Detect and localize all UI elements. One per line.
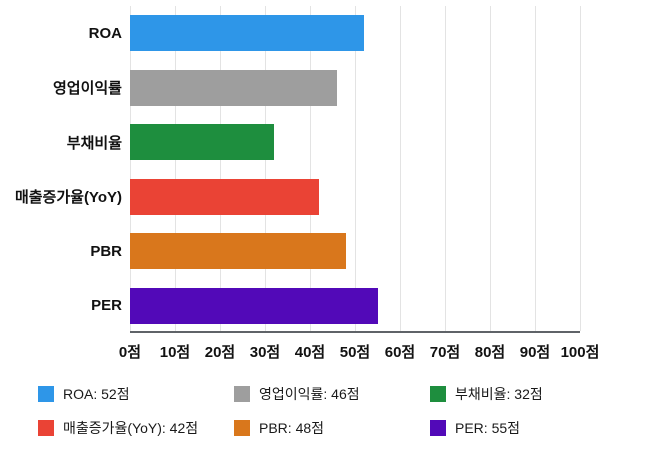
bar-PER	[130, 287, 378, 324]
bar-PBR	[130, 233, 346, 270]
legend-swatch	[38, 420, 54, 436]
gridline	[535, 6, 536, 331]
legend-item[interactable]: 영업이익률: 46점	[234, 384, 430, 404]
gridline	[490, 6, 491, 331]
legend-item[interactable]: ROA: 52점	[38, 384, 234, 404]
y-axis-category-label: PER	[91, 297, 122, 315]
gridline	[400, 6, 401, 331]
legend-label: ROA: 52점	[63, 386, 130, 402]
legend-label: PBR: 48점	[259, 420, 325, 436]
gridline	[130, 6, 131, 331]
x-axis-tick-label: 50점	[339, 344, 371, 361]
legend-swatch	[234, 420, 250, 436]
gridline	[310, 6, 311, 331]
legend-label: 영업이익률: 46점	[259, 386, 360, 402]
x-axis-tick-label: 60점	[384, 344, 416, 361]
bar-ROA	[130, 15, 364, 52]
gridline	[265, 6, 266, 331]
y-axis-category-label: 매출증가율(YoY)	[14, 189, 122, 207]
y-axis-category-label: PBR	[90, 242, 122, 260]
x-axis-labels: 0점 10점 20점 30점 40점 50점 60점 70점 80점 90점 100점	[119, 341, 599, 363]
legend-swatch	[430, 386, 446, 402]
gridline	[220, 6, 221, 331]
gridline	[580, 6, 581, 331]
x-axis-tick-label: 30점	[249, 344, 281, 361]
x-axis-tick-label: 20점	[204, 344, 236, 361]
gridline	[445, 6, 446, 331]
legend-swatch	[38, 386, 54, 402]
x-axis-tick-label: 100점	[560, 344, 600, 361]
legend-swatch	[430, 420, 446, 436]
bar-영업이익률	[130, 69, 337, 106]
gridline	[175, 6, 176, 331]
legend-label: 매출증가율(YoY): 42점	[63, 420, 199, 436]
y-axis-category-label: 영업이익률	[52, 80, 122, 98]
y-axis-category-label: ROA	[88, 24, 122, 42]
x-axis-tick-label: 0점	[118, 344, 142, 361]
bar-부채비율	[130, 124, 274, 161]
x-axis-tick-label: 40점	[294, 344, 326, 361]
x-axis-tick-label: 10점	[159, 344, 191, 361]
bar-매출증가율(YoY)	[130, 178, 319, 215]
legend-item[interactable]: PBR: 48점	[234, 418, 430, 438]
legend-label: 부채비율: 32점	[455, 386, 543, 402]
legend-item[interactable]: PER: 55점	[430, 418, 626, 438]
plot-area	[130, 6, 581, 333]
x-axis-tick-label: 80점	[474, 344, 506, 361]
legend-label: PER: 55점	[455, 420, 521, 436]
y-axis-category-label: 부채비율	[66, 134, 122, 152]
x-axis-tick-label: 70점	[429, 344, 461, 361]
legend-item[interactable]: 매출증가율(YoY): 42점	[38, 418, 234, 438]
x-axis-tick-label: 90점	[519, 344, 551, 361]
legend-swatch	[234, 386, 250, 402]
gridline	[355, 6, 356, 331]
legend-item[interactable]: 부채비율: 32점	[430, 384, 626, 404]
